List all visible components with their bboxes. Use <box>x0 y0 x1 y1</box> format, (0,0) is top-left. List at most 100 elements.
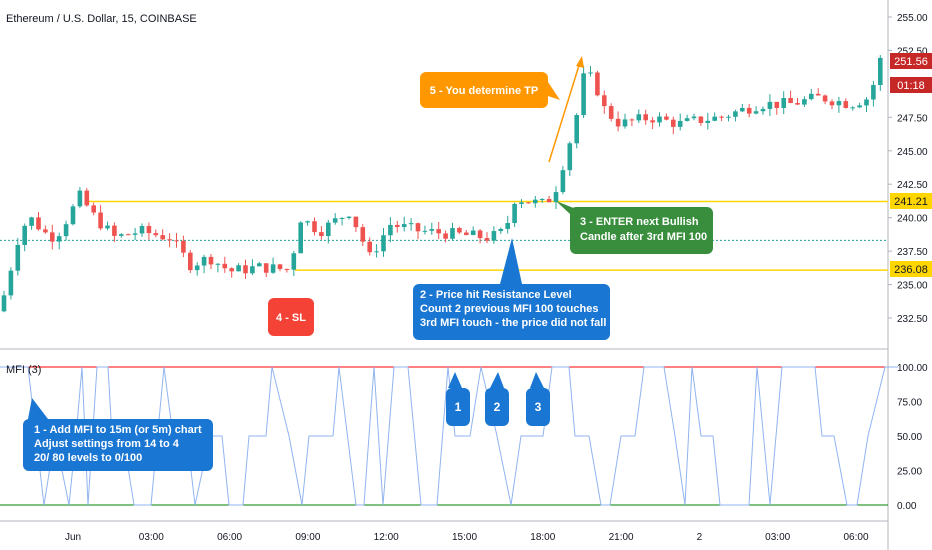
candle-body <box>84 190 90 206</box>
candle-body <box>657 116 662 123</box>
candle-body <box>774 101 780 108</box>
candle-body <box>553 192 559 203</box>
candle-body <box>43 229 48 233</box>
candle-body <box>174 240 179 242</box>
candle-body <box>15 244 21 271</box>
svg-text:1: 1 <box>455 400 462 414</box>
candle-body <box>215 263 221 265</box>
candle-body <box>498 228 504 232</box>
trend-arrow-head <box>576 56 584 68</box>
last-price-badge: 251.56 <box>890 53 932 69</box>
candle-body <box>491 231 497 241</box>
candle-body <box>367 241 372 253</box>
candle-body <box>119 234 124 236</box>
svg-text:01:18: 01:18 <box>897 80 925 92</box>
candle-body <box>208 256 214 265</box>
svg-text:241.21: 241.21 <box>894 196 928 208</box>
candle-body <box>871 85 876 100</box>
chart-title: Ethereum / U.S. Dollar, 15, COINBASE <box>6 13 197 25</box>
candle-body <box>305 221 310 223</box>
candle-body <box>429 229 435 231</box>
candle-body <box>753 111 759 114</box>
callout-step-2: 2 - Price hit Resistance Level Count 2 p… <box>413 238 610 340</box>
candle-body <box>201 256 207 266</box>
candle-body <box>91 205 96 213</box>
callout-step-5: 5 - You determine TP <box>420 72 560 108</box>
candle-body <box>63 224 69 237</box>
trend-arrow-line <box>548 58 582 163</box>
candle-body <box>815 93 821 96</box>
svg-text:3: 3 <box>535 400 542 414</box>
candle-body <box>284 269 290 271</box>
time-tick-label: 03:00 <box>139 532 164 543</box>
candle-body <box>360 227 366 242</box>
candle-body <box>822 95 828 102</box>
candle-body <box>77 190 83 207</box>
touch-marker-2: 2 <box>485 372 509 426</box>
candle-body <box>436 229 441 234</box>
mfi-tick-label: 50.00 <box>897 432 922 443</box>
candle-body <box>457 228 462 233</box>
candle-body <box>733 111 738 117</box>
candle-body <box>408 223 414 225</box>
mfi-tick-label: 0.00 <box>897 501 917 512</box>
candle-body <box>581 73 586 116</box>
candle-body <box>622 119 628 127</box>
mfi-line <box>0 366 898 506</box>
indicator-label: MFI (3) <box>6 364 41 376</box>
candle-body <box>677 120 683 127</box>
candle-body <box>139 226 145 234</box>
candle-body <box>519 202 524 204</box>
price-tick-label: 252.50 <box>897 46 928 57</box>
candle-body <box>112 225 117 236</box>
mfi-tick-label: 25.00 <box>897 467 922 478</box>
candle-body <box>650 120 655 123</box>
candle-body <box>608 106 614 119</box>
candle-body <box>602 95 607 107</box>
candle-body <box>671 119 676 127</box>
candle-body <box>422 230 428 232</box>
candle-body <box>326 222 331 237</box>
candle-body <box>36 217 41 230</box>
candle-body <box>125 234 131 236</box>
time-tick-label: 09:00 <box>295 532 320 543</box>
callout-5-line-1: 5 - You determine TP <box>430 85 538 97</box>
candle-body <box>374 251 379 253</box>
candle-body <box>312 221 317 233</box>
candle-body <box>567 143 573 171</box>
mfi-tick-label: 75.00 <box>897 398 922 409</box>
price-tick-label: 237.50 <box>897 247 928 258</box>
candle-body <box>767 101 773 109</box>
candle-body <box>595 72 600 96</box>
candle-body <box>167 239 172 241</box>
callout-2-line-1: 2 - Price hit Resistance Level <box>420 289 572 301</box>
candle-body <box>836 101 842 106</box>
time-tick-label: 18:00 <box>530 532 555 543</box>
candle-body <box>263 263 269 273</box>
candle-body <box>443 233 448 239</box>
callout-3-line-1: 3 - ENTER next Bullish <box>580 216 699 228</box>
candle-body <box>395 224 400 227</box>
candle-body <box>684 118 690 121</box>
candle-body <box>388 224 393 236</box>
candle-body <box>705 120 711 123</box>
time-tick-label: 06:00 <box>217 532 242 543</box>
candle-body <box>643 114 648 121</box>
time-tick-label: 12:00 <box>374 532 399 543</box>
candle-body <box>346 216 352 218</box>
candle-body <box>781 97 786 108</box>
candle-body <box>29 217 34 226</box>
callout-step-4: 4 - SL <box>268 298 314 336</box>
candle-body <box>719 116 724 118</box>
time-tick-label: 21:00 <box>609 532 634 543</box>
candle-body <box>381 235 386 252</box>
candle-body <box>588 72 593 74</box>
callout-1-line-2: Adjust settings from 14 to 4 <box>34 438 180 450</box>
candle-body <box>526 202 531 204</box>
candle-body <box>829 101 835 106</box>
price-tick-label: 235.00 <box>897 281 928 292</box>
candle-body <box>795 102 800 105</box>
callout-2-line-3: 3rd MFI touch - the price did not fall <box>420 317 606 329</box>
callout-step-3: 3 - ENTER next Bullish Candle after 3rd … <box>556 201 713 254</box>
